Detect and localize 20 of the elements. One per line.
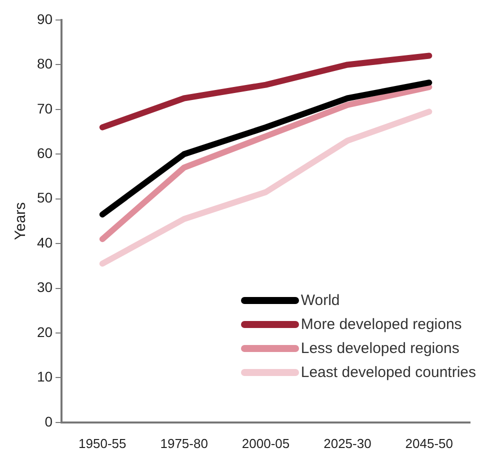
x-tick-label: 1950-55: [78, 436, 126, 451]
y-tick-label: 50: [36, 190, 53, 206]
y-tick-label: 30: [36, 279, 53, 296]
y-tick-label: 10: [36, 368, 53, 385]
legend-label: More developed regions: [300, 316, 462, 333]
y-tick-label: 20: [36, 324, 53, 340]
y-tick-label: 0: [44, 413, 53, 430]
x-tick-label: 2025-30: [324, 436, 372, 451]
y-tick-label: 60: [36, 144, 53, 161]
legend-label: Less developed regions: [300, 340, 460, 357]
y-tick-label: 70: [36, 100, 53, 116]
legend-label: World: [300, 292, 340, 309]
legend-label: Least developed countries: [300, 364, 476, 381]
y-axis-title: Years: [12, 202, 30, 240]
x-tick-label: 2000-05: [242, 436, 290, 451]
x-tick-label: 2045-50: [405, 436, 454, 451]
y-tick-label: 80: [36, 56, 53, 72]
y-tick-label: 90: [36, 10, 53, 27]
x-tick-label: 1975-80: [160, 436, 208, 451]
y-tick-label: 40: [36, 234, 53, 250]
